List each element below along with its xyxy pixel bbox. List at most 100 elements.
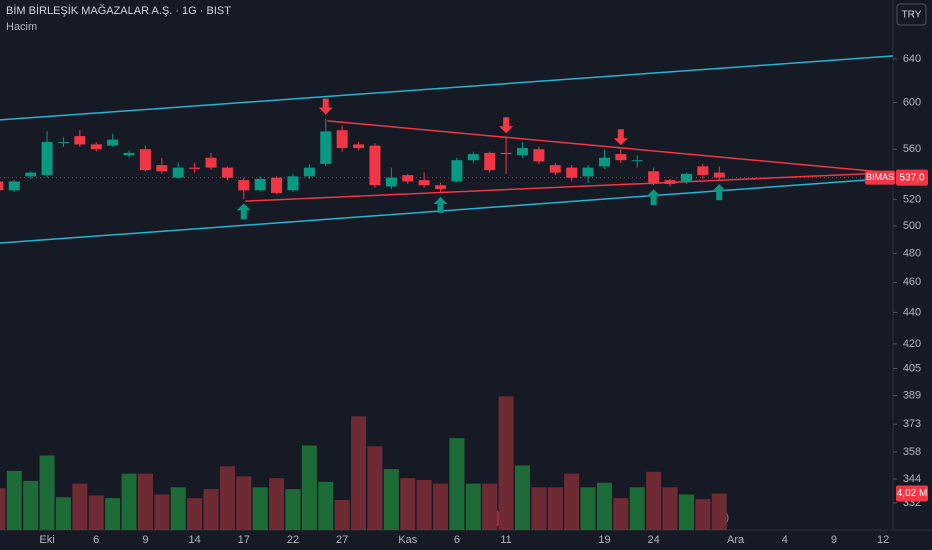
candle-body [631,160,643,162]
volume-bar [334,500,350,530]
volume-bar [383,469,399,530]
volume-bar [318,481,334,530]
candle-body [139,149,151,171]
candle-body [25,172,37,177]
candle-body [0,181,4,191]
y-tick-label: 520 [903,193,921,205]
x-tick-label: 22 [287,534,299,546]
volume-bar [449,438,465,530]
volume-bar [72,483,88,530]
volume-bar [203,489,219,530]
x-tick-label: 11 [500,534,511,546]
candle-body [287,176,299,191]
volume-bar [39,455,55,530]
y-tick-label: 600 [903,96,921,108]
candle-body [549,165,561,173]
candle-body [189,167,201,169]
currency-label[interactable]: TRY [902,10,922,21]
candle-body [648,171,660,183]
sell-arrow [318,98,333,115]
candle-body [484,152,496,171]
candle-body [254,178,266,191]
candle-body [516,148,528,156]
volume-label: 4,02 M [897,488,928,499]
y-tick-label: 640 [903,53,921,65]
candle-body [533,149,545,162]
volume-bar [154,494,170,530]
candle-body [238,180,250,191]
x-tick-label: 27 [336,534,348,546]
y-tick-label: 358 [903,446,921,458]
volume-bar [301,445,317,530]
x-tick-label: Eki [39,534,54,546]
candle-body [697,166,709,176]
volume-bar [137,473,153,530]
volume-bar [252,487,268,530]
volume-bar [433,483,449,530]
volume-bar [482,483,498,530]
volume-bar [580,487,596,530]
candle-body [205,157,217,168]
volume-title: Hacim [6,21,37,33]
y-tick-label: 500 [903,220,921,232]
buy-arrow [433,196,448,213]
x-tick-label: Ara [727,534,745,546]
trend-line [245,171,894,202]
y-tick-label: 420 [903,338,921,350]
x-tick-label: 4 [782,534,788,546]
candle-body [467,154,479,161]
candle-body [615,154,627,161]
candle-body [8,181,20,191]
trend-line [0,55,894,121]
candle-body [598,157,610,167]
y-tick-label: 460 [903,276,921,288]
volume-bar [629,487,645,530]
candle-body [74,136,86,145]
candle-body [320,131,332,164]
y-tick-label: 560 [903,143,921,155]
sell-arrow [613,129,628,146]
candle-body [680,173,692,182]
candle-body [353,144,365,149]
x-tick-label: 9 [142,534,148,546]
volume-bar [711,493,727,530]
volume-bar [105,498,121,530]
volume-bar [514,465,530,530]
volume-bar [351,416,367,530]
candle-body [156,165,168,172]
x-tick-label: Kas [398,534,417,546]
volume-bar [596,482,612,530]
currency-button[interactable] [896,3,927,26]
volume-bar [662,487,678,530]
candle-body [500,152,512,155]
candle-body [402,175,414,182]
volume-bar [678,494,694,530]
y-tick-label: 405 [903,362,921,374]
buy-arrow [646,189,661,206]
trend-line [327,120,894,174]
volume-bar [219,466,235,530]
volume-bar [0,488,6,530]
last-price-label: 537,0 [899,172,924,183]
volume-bar [498,396,514,530]
volume-bar [416,480,432,530]
candle-body [566,167,578,178]
symbol-label-box [865,170,895,185]
candle-body [271,177,283,193]
volume-bar [695,499,711,530]
volume-bar [400,478,416,530]
candle-body [107,139,119,146]
volume-bar [465,483,481,530]
volume-bar [6,470,22,530]
candle-body [336,130,348,149]
y-tick-label: 373 [903,418,921,430]
volume-bar [269,478,285,530]
volume-bar [564,473,580,530]
x-tick-label: 6 [93,534,99,546]
candle-body [57,142,69,144]
candle-body [582,167,594,177]
candle-body [418,180,430,186]
volume-bar [531,487,547,530]
